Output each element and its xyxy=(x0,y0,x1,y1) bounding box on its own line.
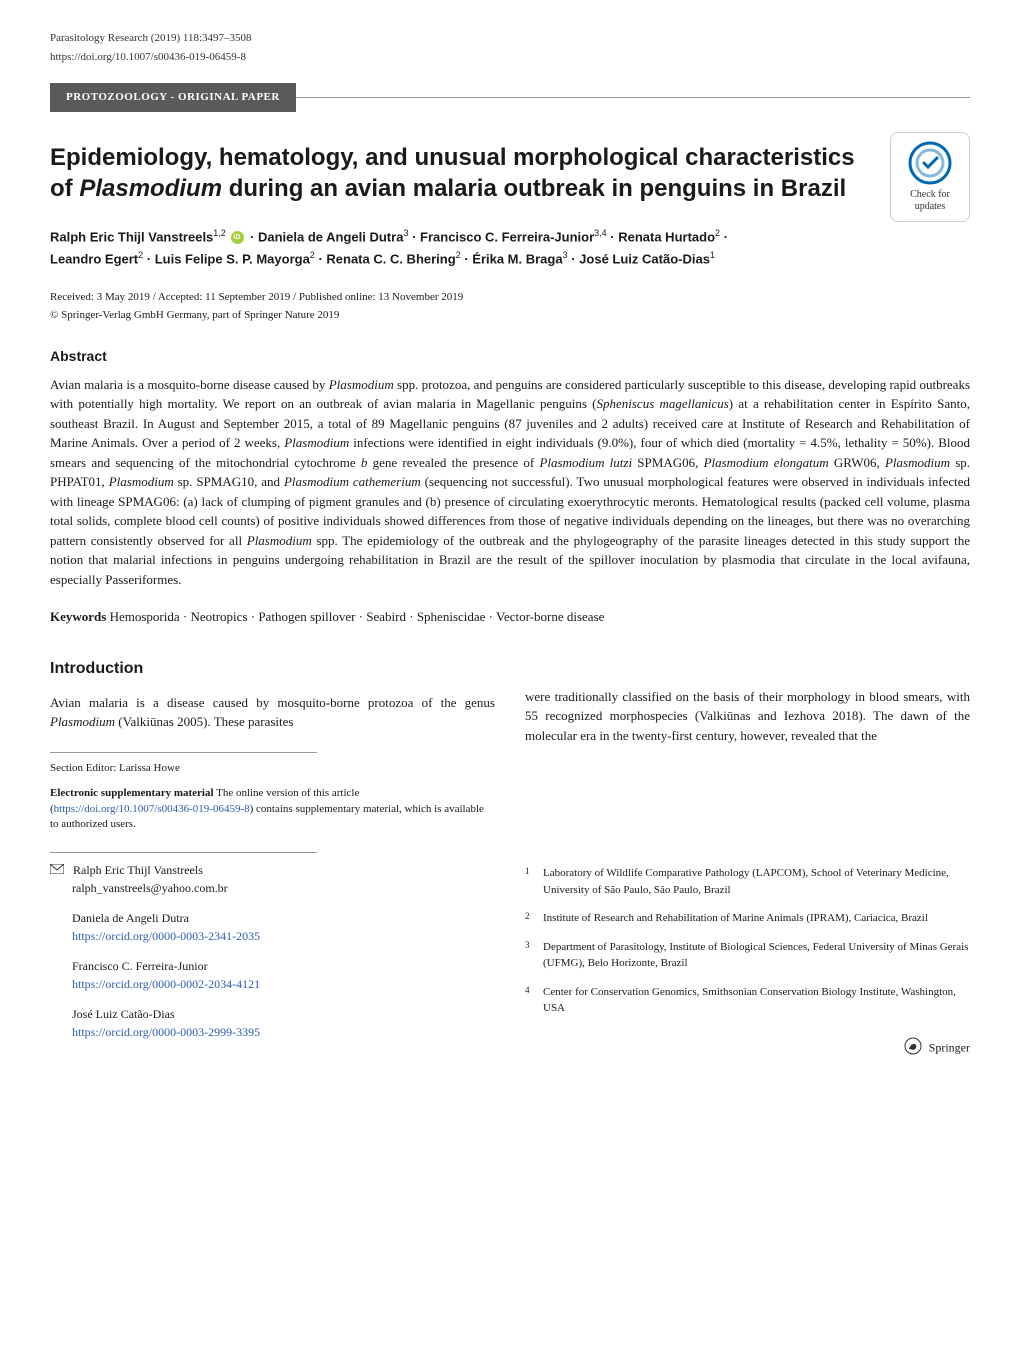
intro-paragraph-left: Avian malaria is a disease caused by mos… xyxy=(50,693,495,732)
affiliation: 2 Institute of Research and Rehabilitati… xyxy=(525,910,970,927)
esm-footnote: Electronic supplementary material The on… xyxy=(50,786,495,832)
article-dates: Received: 3 May 2019 / Accepted: 11 Sept… xyxy=(50,289,970,306)
corresponding-author: Ralph Eric Thijl Vanstreels ralph_vanstr… xyxy=(50,861,495,897)
abstract-text: Avian malaria is a mosquito-borne diseas… xyxy=(50,375,970,590)
author-name: · Érika M. Braga xyxy=(464,252,562,267)
updates-circle-icon xyxy=(908,141,952,185)
article-category: PROTOZOOLOGY - ORIGINAL PAPER xyxy=(50,83,296,112)
keywords-line: Keywords Hemosporida · Neotropics · Path… xyxy=(50,607,970,627)
affil-text: Institute of Research and Rehabilitation… xyxy=(543,910,970,927)
esm-label: Electronic supplementary material xyxy=(50,787,214,799)
author-name: · Francisco C. Ferreira-Junior xyxy=(412,229,594,244)
two-column-layout: Introduction Avian malaria is a disease … xyxy=(50,657,970,1060)
affil-text: Laboratory of Wildlife Comparative Patho… xyxy=(543,865,970,898)
author-orcid-block: José Luiz Catão-Dias https://orcid.org/0… xyxy=(72,1005,495,1041)
author-name: · José Luiz Catão-Dias xyxy=(571,252,710,267)
affil-sup: 3 xyxy=(563,250,568,260)
author-name: · Renata Hurtado xyxy=(610,229,715,244)
left-column: Introduction Avian malaria is a disease … xyxy=(50,657,495,1060)
springer-horse-icon xyxy=(904,1037,922,1060)
keywords-label: Keywords xyxy=(50,609,106,624)
authors-list: Ralph Eric Thijl Vanstreels1,2 · Daniela… xyxy=(50,226,970,271)
affil-sup: 3 xyxy=(403,228,408,238)
affil-sup: 3,4 xyxy=(594,228,607,238)
author-name: Leandro Egert xyxy=(50,252,138,267)
affil-number: 2 xyxy=(525,910,543,927)
journal-reference: Parasitology Research (2019) 118:3497–35… xyxy=(50,30,970,47)
affil-sup: 2 xyxy=(138,250,143,260)
affil-sup: 1 xyxy=(710,250,715,260)
footnote-divider xyxy=(50,852,317,853)
footnote-divider xyxy=(50,752,317,753)
category-bar: PROTOZOOLOGY - ORIGINAL PAPER xyxy=(50,83,970,112)
affil-text: Center for Conservation Genomics, Smiths… xyxy=(543,984,970,1017)
author-name: · Daniela de Angeli Dutra xyxy=(250,229,403,244)
copyright: © Springer-Verlag GmbH Germany, part of … xyxy=(50,307,970,324)
corresponding-email[interactable]: ralph_vanstreels@yahoo.com.br xyxy=(72,881,228,895)
abstract-heading: Abstract xyxy=(50,346,970,367)
doi: https://doi.org/10.1007/s00436-019-06459… xyxy=(50,49,970,66)
article-title: Epidemiology, hematology, and unusual mo… xyxy=(50,142,970,204)
keywords-text: Hemosporida · Neotropics · Pathogen spil… xyxy=(106,609,604,624)
author-orcid-block: Daniela de Angeli Dutra https://orcid.or… xyxy=(72,909,495,945)
publisher-name: Springer xyxy=(929,1040,970,1054)
affiliations: 1 Laboratory of Wildlife Comparative Pat… xyxy=(525,865,970,1017)
affil-number: 3 xyxy=(525,939,543,972)
affil-sup: 1,2 xyxy=(213,228,226,238)
publisher-logo: Springer xyxy=(525,1037,970,1060)
orcid-link[interactable]: https://orcid.org/0000-0003-2999-3395 xyxy=(72,1025,260,1039)
author-name: · Luis Felipe S. P. Mayorga xyxy=(147,252,310,267)
author-orcid-block: Francisco C. Ferreira-Junior https://orc… xyxy=(72,957,495,993)
author-name: Ralph Eric Thijl Vanstreels xyxy=(50,229,213,244)
separator: · xyxy=(724,229,728,244)
author-name: Francisco C. Ferreira-Junior xyxy=(72,959,208,973)
affiliation: 3 Department of Parasitology, Institute … xyxy=(525,939,970,972)
esm-link[interactable]: https://doi.org/10.1007/s00436-019-06459… xyxy=(54,803,250,815)
check-for-updates-badge[interactable]: Check for updates xyxy=(890,132,970,222)
intro-paragraph-right: were traditionally classified on the bas… xyxy=(525,687,970,746)
divider-line xyxy=(296,97,970,98)
section-editor: Section Editor: Larissa Howe xyxy=(50,761,495,776)
affil-sup: 2 xyxy=(310,250,315,260)
right-column: were traditionally classified on the bas… xyxy=(525,657,970,1060)
mail-icon xyxy=(50,861,64,879)
updates-badge-text: Check for updates xyxy=(895,189,965,213)
header-meta: Parasitology Research (2019) 118:3497–35… xyxy=(50,30,970,65)
author-name: Daniela de Angeli Dutra xyxy=(72,911,189,925)
orcid-link[interactable]: https://orcid.org/0000-0003-2341-2035 xyxy=(72,929,260,943)
author-name: · Renata C. C. Bhering xyxy=(318,252,455,267)
affil-sup: 2 xyxy=(456,250,461,260)
affil-text: Department of Parasitology, Institute of… xyxy=(543,939,970,972)
author-name: José Luiz Catão-Dias xyxy=(72,1007,175,1021)
affil-number: 4 xyxy=(525,984,543,1017)
introduction-heading: Introduction xyxy=(50,657,495,681)
affil-number: 1 xyxy=(525,865,543,898)
affil-sup: 2 xyxy=(715,228,720,238)
affiliation: 4 Center for Conservation Genomics, Smit… xyxy=(525,984,970,1017)
affiliation: 1 Laboratory of Wildlife Comparative Pat… xyxy=(525,865,970,898)
corresponding-name: Ralph Eric Thijl Vanstreels xyxy=(73,863,203,877)
orcid-icon[interactable] xyxy=(231,231,244,244)
orcid-link[interactable]: https://orcid.org/0000-0002-2034-4121 xyxy=(72,977,260,991)
